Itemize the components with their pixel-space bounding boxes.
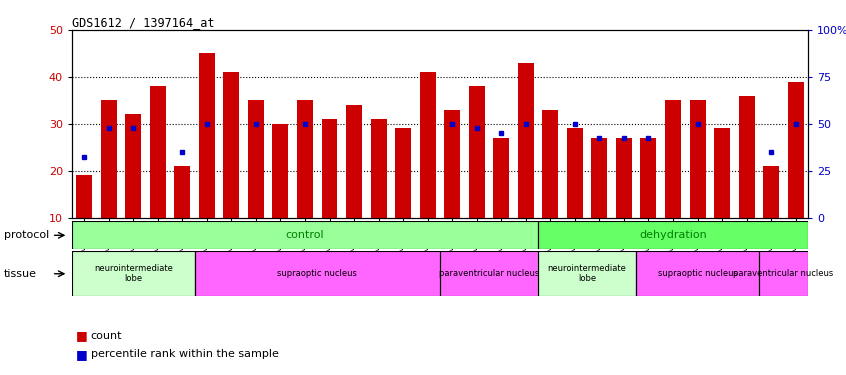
Bar <box>763 166 779 218</box>
Bar <box>395 128 411 217</box>
Text: control: control <box>286 230 324 240</box>
Text: neurointermediate
lobe: neurointermediate lobe <box>547 264 627 284</box>
Bar <box>420 72 436 217</box>
Text: ■: ■ <box>76 348 88 361</box>
Bar <box>72 221 538 249</box>
Bar <box>174 166 190 218</box>
Bar <box>440 251 538 296</box>
Bar <box>640 138 656 218</box>
Bar <box>125 114 141 218</box>
Text: neurointermediate
lobe: neurointermediate lobe <box>94 264 173 284</box>
Bar <box>199 54 215 217</box>
Text: paraventricular nucleus: paraventricular nucleus <box>439 269 539 278</box>
Bar <box>616 138 632 218</box>
Bar <box>714 128 730 217</box>
Bar <box>788 82 804 218</box>
Text: dehydration: dehydration <box>639 230 707 240</box>
Bar <box>567 128 583 217</box>
Bar <box>321 119 338 218</box>
Text: count: count <box>91 331 122 340</box>
Text: ■: ■ <box>76 329 88 342</box>
Bar <box>538 221 808 249</box>
Bar <box>195 251 440 296</box>
Bar <box>150 86 166 218</box>
Bar <box>223 72 239 217</box>
Bar <box>542 110 558 218</box>
Text: paraventricular nucleus: paraventricular nucleus <box>733 269 833 278</box>
Text: tissue: tissue <box>4 269 37 279</box>
Bar <box>538 251 636 296</box>
Bar <box>759 251 808 296</box>
Bar <box>248 100 264 218</box>
Bar <box>346 105 362 218</box>
Bar <box>591 138 607 218</box>
Bar <box>469 86 485 218</box>
Text: supraoptic nucleus: supraoptic nucleus <box>277 269 357 278</box>
Text: protocol: protocol <box>4 230 49 240</box>
Bar <box>689 100 706 218</box>
Bar <box>101 100 117 218</box>
Bar <box>72 251 195 296</box>
Text: GDS1612 / 1397164_at: GDS1612 / 1397164_at <box>72 16 214 29</box>
Bar <box>518 63 534 217</box>
Bar <box>665 100 681 218</box>
Bar <box>297 100 313 218</box>
Text: percentile rank within the sample: percentile rank within the sample <box>91 350 278 359</box>
Bar <box>76 176 92 217</box>
Bar <box>272 124 288 218</box>
Bar <box>444 110 460 218</box>
Bar <box>371 119 387 218</box>
Bar <box>493 138 509 218</box>
Bar <box>636 251 759 296</box>
Bar <box>739 96 755 218</box>
Text: supraoptic nucleus: supraoptic nucleus <box>657 269 738 278</box>
